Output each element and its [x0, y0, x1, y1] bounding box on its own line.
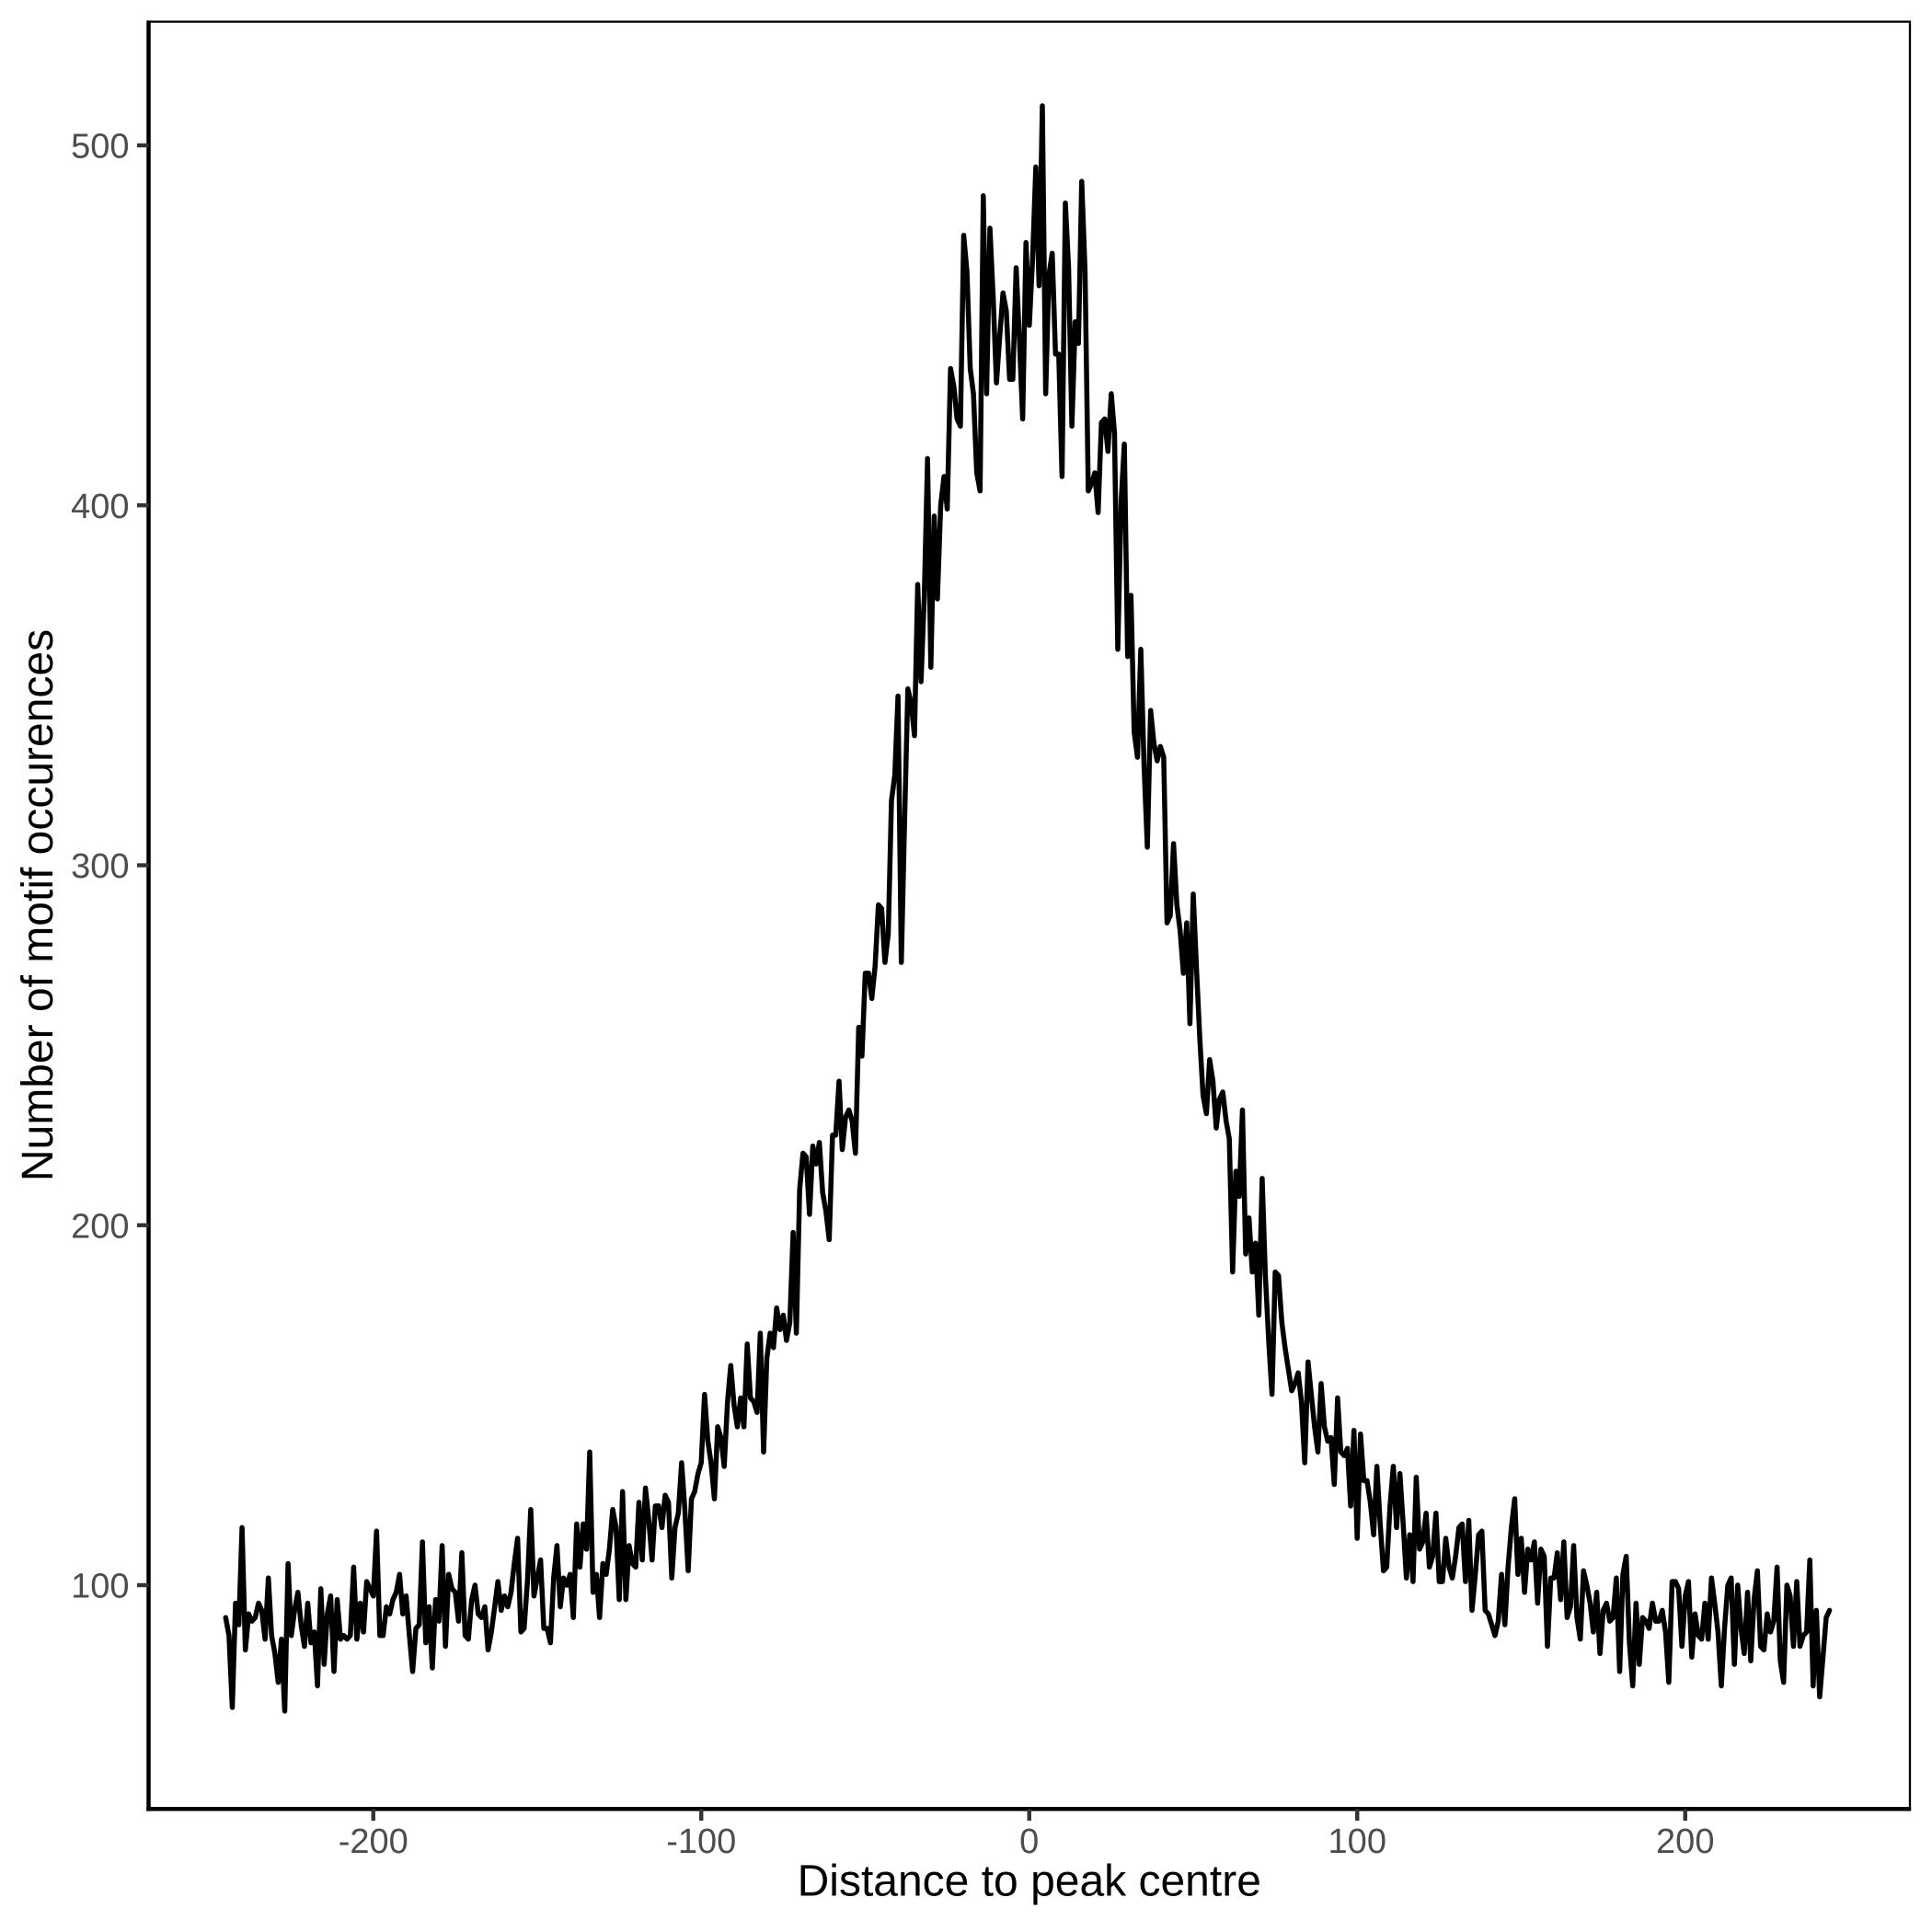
svg-text:-200: -200 — [339, 1823, 408, 1861]
svg-text:200: 200 — [71, 1207, 129, 1246]
svg-text:200: 200 — [1656, 1823, 1714, 1861]
svg-text:500: 500 — [71, 128, 129, 167]
svg-text:100: 100 — [1328, 1823, 1386, 1861]
svg-text:400: 400 — [71, 488, 129, 526]
svg-text:-100: -100 — [666, 1823, 736, 1861]
svg-text:300: 300 — [71, 847, 129, 886]
svg-text:100: 100 — [71, 1568, 129, 1606]
svg-text:Number of motif occurences: Number of motif occurences — [14, 629, 63, 1181]
svg-text:Distance to peak centre: Distance to peak centre — [798, 1857, 1261, 1906]
svg-text:0: 0 — [1019, 1823, 1039, 1861]
